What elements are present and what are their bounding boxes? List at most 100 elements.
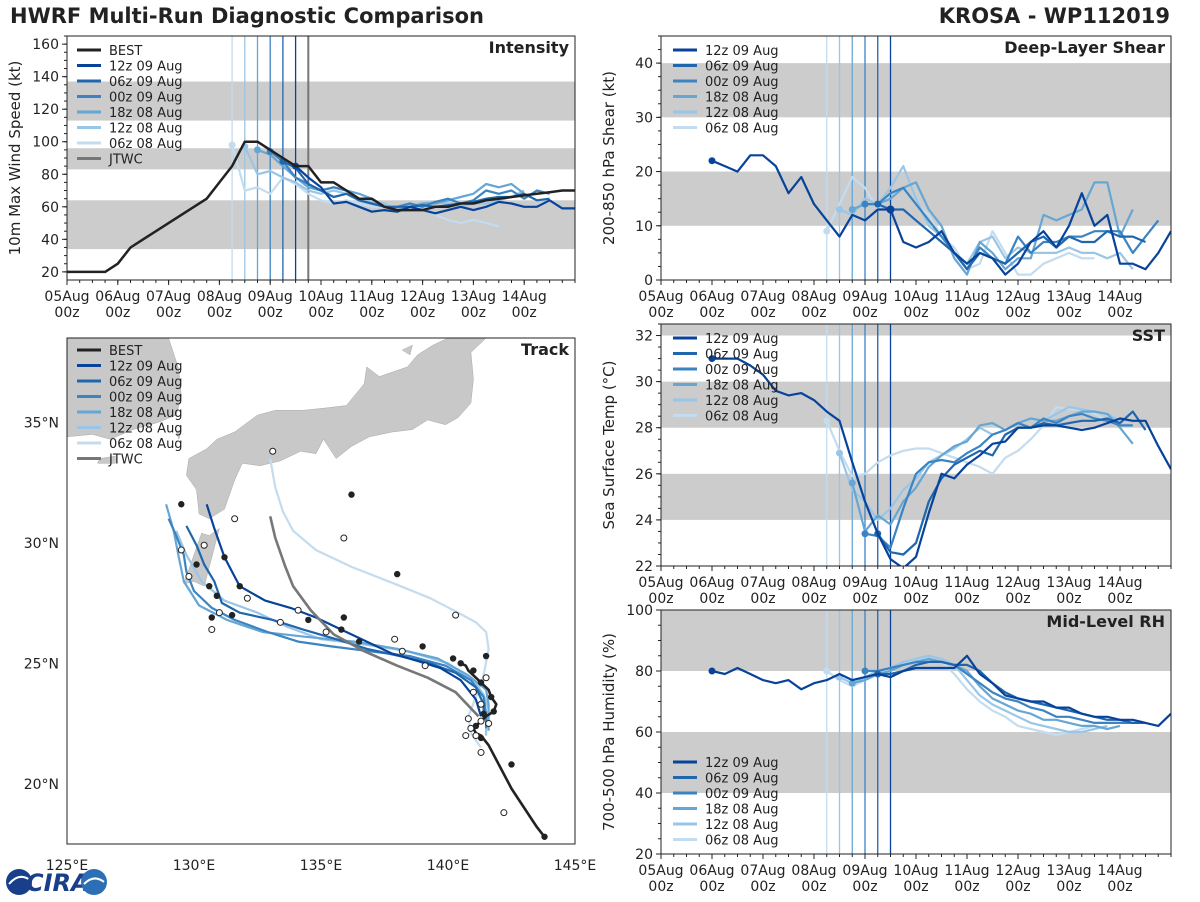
lat-tick-label: 20°N <box>24 777 59 793</box>
lon-tick-label: 140°E <box>427 858 470 874</box>
x-tick-label-day: 06Aug <box>689 575 734 591</box>
x-tick-label-day: 12Aug <box>995 289 1040 305</box>
legend-label-06z-09-aug: 06z 09 Aug <box>705 772 779 787</box>
x-tick-label-day: 06Aug <box>689 863 734 879</box>
y-tick-label: 120 <box>32 102 59 118</box>
track-point-filled <box>477 679 485 686</box>
y-tick-label: 40 <box>635 56 653 72</box>
track-point-open <box>469 688 477 696</box>
track-point-filled <box>541 833 548 840</box>
x-tick-label-day: 05Aug <box>638 863 683 879</box>
x-tick-label-hour: 00z <box>954 591 979 607</box>
x-tick-label-hour: 00z <box>1056 305 1081 321</box>
y-tick-label: 20 <box>635 847 653 863</box>
y-tick-label: 26 <box>635 467 653 483</box>
legend-label-18z-08-aug: 18z 08 Aug <box>705 379 779 394</box>
y-tick-label: 60 <box>41 200 59 216</box>
track-point-open <box>243 594 251 602</box>
sst-panel: 22242628303205Aug00z06Aug00z07Aug00z08Au… <box>600 323 1172 607</box>
x-tick-label-hour: 00z <box>1107 591 1132 607</box>
track-point-filled <box>221 554 228 561</box>
x-tick-label-day: 06Aug <box>689 289 734 305</box>
x-tick-label-day: 13Aug <box>451 289 496 305</box>
x-tick-label-hour: 00z <box>1005 879 1030 895</box>
x-tick-label-hour: 00z <box>54 305 79 321</box>
init-marker-12z-08-aug <box>836 449 843 457</box>
shaded-band-0 <box>661 473 1171 520</box>
y-tick-label: 28 <box>635 421 653 437</box>
legend-label-18z-08-aug: 18z 08 Aug <box>705 803 779 818</box>
x-tick-label-day: 14Aug <box>1097 289 1142 305</box>
track-point-filled <box>213 592 221 600</box>
legend-label-06z-09-aug: 06z 09 Aug <box>705 348 779 363</box>
y-tick-label: 40 <box>635 786 653 802</box>
series-line-06z-09-aug <box>877 660 1146 725</box>
track-point-open <box>477 748 485 756</box>
track-point-filled <box>490 708 497 715</box>
y-tick-label: 10 <box>635 219 653 235</box>
init-marker-12z-09-aug <box>708 355 716 363</box>
track-point-filled <box>208 614 215 621</box>
legend-label-00z-09-aug: 00z 09 Aug <box>705 787 779 802</box>
x-tick-label-day: 10Aug <box>298 289 343 305</box>
series-line-06z-09-aug <box>877 203 1146 271</box>
legend-label-18z-08-aug: 18z 08 Aug <box>109 106 183 121</box>
series-line-12z-09-aug <box>711 154 1171 276</box>
series-line-12z-08-aug <box>839 165 1134 270</box>
x-tick-label-day: 12Aug <box>995 863 1040 879</box>
legend-label-00z-09-aug: 00z 09 Aug <box>109 391 183 406</box>
x-tick-label-hour: 00z <box>648 591 673 607</box>
series-line-18z-08-aug <box>851 410 1134 533</box>
x-tick-label-hour: 00z <box>903 591 928 607</box>
shaded-band-0 <box>661 732 1171 793</box>
lon-tick-label: 145°E <box>554 858 597 874</box>
track-point-open <box>276 618 284 626</box>
x-tick-label-day: 05Aug <box>638 289 683 305</box>
x-tick-label-day: 12Aug <box>995 575 1040 591</box>
shaded-band-2 <box>67 81 575 121</box>
panel-title: Deep-Layer Shear <box>1004 38 1165 57</box>
x-tick-label-hour: 00z <box>852 591 877 607</box>
track-point-filled <box>487 693 495 701</box>
track-line-best <box>460 662 546 838</box>
track-point-filled <box>348 491 355 498</box>
legend-label-12z-09-aug: 12z 09 Aug <box>705 756 779 771</box>
track-point-filled <box>394 570 401 578</box>
y-tick-label: 30 <box>635 110 653 126</box>
series-line-06z-08-aug <box>825 405 1108 478</box>
x-tick-label-hour: 00z <box>1056 591 1081 607</box>
y-tick-label: 80 <box>635 664 653 680</box>
x-tick-label-hour: 00z <box>750 591 775 607</box>
x-tick-label-hour: 00z <box>1107 879 1132 895</box>
shaded-band-1 <box>67 148 575 170</box>
x-tick-label-hour: 00z <box>750 879 775 895</box>
track-point-filled <box>457 660 464 667</box>
y-tick-label: 30 <box>635 375 653 391</box>
x-tick-label-hour: 00z <box>852 305 877 321</box>
x-tick-label-hour: 00z <box>1107 305 1132 321</box>
x-tick-label-day: 11Aug <box>944 575 989 591</box>
x-tick-label-day: 09Aug <box>248 289 293 305</box>
track-point-filled <box>228 611 236 619</box>
track-point-filled <box>482 652 490 660</box>
x-tick-label-hour: 00z <box>954 879 979 895</box>
x-tick-label-day: 10Aug <box>893 575 938 591</box>
x-tick-label-hour: 00z <box>852 879 877 895</box>
track-point-filled <box>305 616 312 624</box>
panel-title: SST <box>1132 326 1165 345</box>
track-point-open <box>482 674 490 682</box>
legend-label-06z-08-aug: 06z 08 Aug <box>705 410 779 425</box>
x-tick-label-hour: 00z <box>954 305 979 321</box>
x-tick-label-hour: 00z <box>801 591 826 607</box>
x-tick-label-day: 07Aug <box>740 863 785 879</box>
legend-label-00z-09-aug: 00z 09 Aug <box>705 363 779 378</box>
shaded-band-2 <box>661 324 1171 336</box>
series-line-12z-08-aug <box>838 405 1121 522</box>
x-tick-label-hour: 00z <box>207 305 232 321</box>
x-tick-label-hour: 00z <box>308 305 333 321</box>
legend-label-06z-09-aug: 06z 09 Aug <box>109 75 183 90</box>
init-marker-06z-08-aug <box>228 141 236 149</box>
lon-tick-label: 135°E <box>300 858 343 874</box>
track-point-open <box>294 606 302 614</box>
y-tick-label: 40 <box>41 232 59 248</box>
